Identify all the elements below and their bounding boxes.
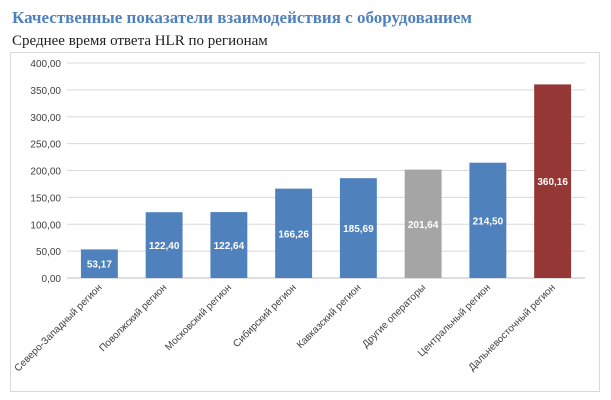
y-tick-label: 50,00: [36, 247, 61, 258]
data-label: 166,26: [278, 229, 309, 240]
x-tick-label: Поволжский регион: [97, 282, 169, 354]
bar: [534, 84, 572, 278]
y-tick-label: 400,00: [30, 59, 61, 70]
x-tick-label: Северо-Западный регион: [13, 282, 105, 374]
x-tick-label: Кавказский регион: [295, 282, 364, 351]
page-title: Качественные показатели взаимодействия с…: [12, 8, 472, 27]
data-label: 122,64: [214, 241, 245, 252]
bar: [145, 212, 183, 278]
x-tick-label: Сибирский регион: [231, 282, 299, 350]
y-tick-label: 0,00: [42, 274, 62, 285]
bar: [80, 249, 118, 278]
y-tick-label: 200,00: [30, 167, 61, 178]
bar-chart: 0,00 50,00 100,00 150,00 200,00 250,00 300,00 3…: [13, 59, 585, 374]
bar: [210, 212, 248, 278]
data-label: 214,50: [473, 216, 504, 227]
bar: [339, 178, 377, 278]
bar: [404, 169, 442, 278]
data-label: 53,17: [87, 260, 112, 271]
y-tick-label: 150,00: [30, 193, 61, 204]
y-tick-label: 100,00: [30, 220, 61, 231]
y-tick-label: 250,00: [30, 140, 61, 151]
y-tick-label: 350,00: [30, 86, 61, 97]
bar: [469, 162, 507, 278]
data-label: 185,69: [343, 224, 374, 235]
bar: [275, 188, 313, 278]
data-label: 201,64: [408, 220, 439, 231]
x-tick-label: Московский регион: [163, 282, 234, 353]
chart-area: 0,00 50,00 100,00 150,00 200,00 250,00 300,00 3…: [10, 52, 600, 392]
data-label: 122,40: [149, 241, 180, 252]
chart-subtitle: Среднее время ответа HLR по регионам: [12, 33, 268, 49]
data-label: 360,16: [537, 177, 568, 188]
x-tick-label: Центральный регион: [416, 282, 493, 359]
x-tick-label: Другие операторы: [360, 282, 428, 350]
y-tick-label: 300,00: [30, 113, 61, 124]
